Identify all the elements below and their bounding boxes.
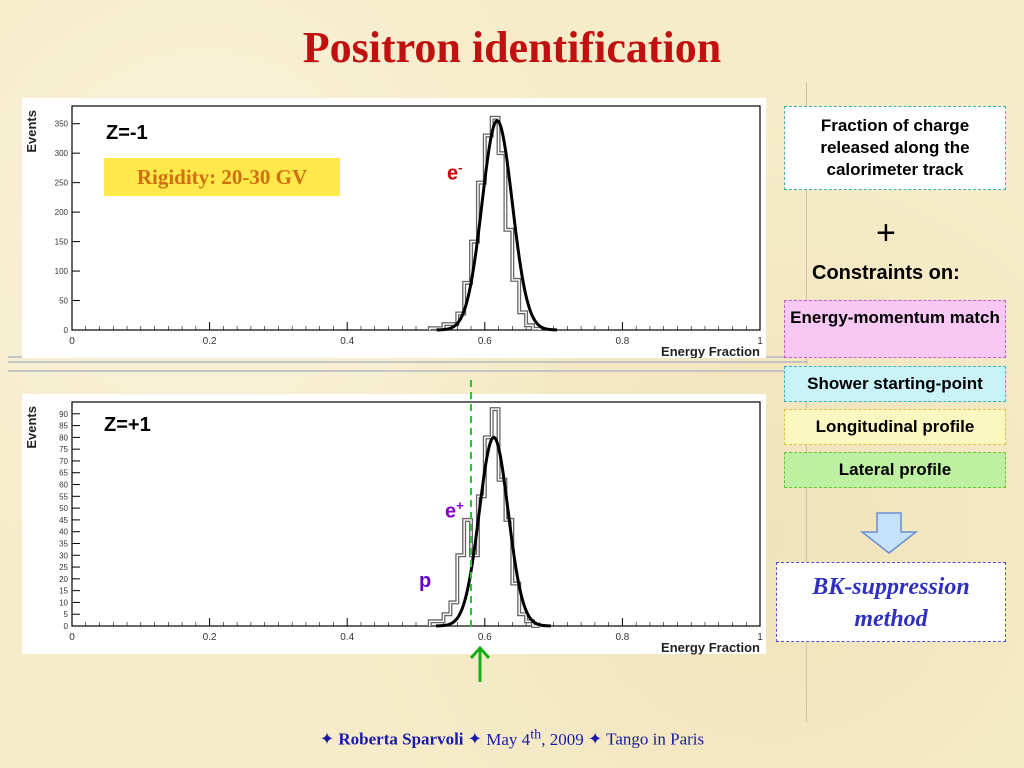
footer: ✦ Roberta Sparvoli ✦ May 4th, 2009 ✦ Tan… [0, 726, 1024, 750]
y-tick-label: 25 [59, 563, 68, 572]
x-tick-label: 0.6 [478, 336, 492, 347]
slide-title: Positron identification [302, 23, 722, 72]
y-tick-label: 5 [64, 610, 69, 619]
gaussian-fit-line [436, 119, 558, 332]
y-tick-label: 65 [59, 469, 68, 478]
y-tick-label: 70 [59, 457, 68, 466]
positron-histogram-svg: 0 0.2 0.4 0.6 0.8 105101520253035404550556065… [24, 380, 763, 655]
criterion-energy-momentum: Energy-momentum match [784, 300, 1006, 358]
y-tick-label: 50 [59, 297, 68, 306]
y-axis-label: Events [24, 110, 39, 153]
plot-frame [71, 401, 761, 627]
x-tick-label: 0.8 [615, 632, 629, 643]
criterion-longitudinal: Longitudinal profile [784, 409, 1006, 445]
y-tick-label: 150 [55, 238, 69, 247]
x-tick-label: 0 [69, 632, 75, 643]
gaussian-fit-line [435, 435, 551, 628]
separator-line [8, 370, 808, 372]
y-tick-label: 300 [55, 149, 69, 158]
panel-label-negative: Z=-1 [106, 122, 148, 144]
electron-histogram: 0 0.2 0.4 0.6 0.8 1 0 50 100 150 200 250 300 350 Energ… [22, 98, 766, 358]
down-arrow-icon [859, 512, 919, 554]
vertical-divider [806, 82, 807, 722]
x-tick-label: 1 [757, 632, 763, 643]
star-icon: ✦ [319, 729, 335, 749]
x-tick-label: 0.6 [478, 632, 492, 643]
method-box: BK-suppression method [776, 562, 1006, 642]
x-tick-label: 0.2 [203, 336, 217, 347]
star-icon: ✦ [467, 729, 483, 749]
constraints-heading: Constraints on: [812, 262, 960, 284]
charge-fraction-box: Fraction of charge released along the ca… [784, 106, 1006, 190]
y-tick-label: 0 [64, 622, 69, 631]
electron-histogram-svg: 0 0.2 0.4 0.6 0.8 1 0 50 100 150 200 250 300 350 Energ… [24, 105, 763, 358]
y-tick-label: 50 [59, 504, 68, 513]
y-tick-label: 35 [59, 539, 68, 548]
criterion-shower-start: Shower starting-point [784, 366, 1006, 402]
rigidity-label: Rigidity: 20-30 GV [104, 158, 340, 196]
histogram-step [429, 117, 541, 330]
y-tick-label: 30 [59, 551, 68, 560]
histogram-step [429, 408, 540, 627]
x-tick-label: 0.4 [340, 632, 354, 643]
separator-line [8, 361, 808, 363]
x-axis-label: Energy Fraction [661, 640, 760, 655]
y-tick-label: 45 [59, 516, 68, 525]
x-axis-label: Energy Fraction [661, 344, 760, 358]
y-tick-label: 0 [64, 326, 69, 335]
x-tick-label: 0.2 [203, 632, 217, 643]
y-axis-label: Events [24, 406, 39, 449]
x-tick-label: 0.8 [615, 336, 629, 347]
positron-histogram: 0 0.2 0.4 0.6 0.8 1 0 5 10 15 20 25 30 35 40 45 50 55 60 65… [22, 380, 766, 655]
y-tick-label: 55 [59, 492, 68, 501]
x-tick-label: 0 [69, 336, 75, 347]
x-tick-label: 0.4 [340, 336, 354, 347]
footer-date: May 4th, 2009 [486, 726, 584, 749]
positron-label: e+ [445, 498, 464, 523]
y-tick-label: 250 [55, 179, 69, 188]
panel-label-positive: Z=+1 [104, 414, 151, 436]
cut-arrow-icon [468, 644, 492, 684]
y-tick-label: 75 [59, 445, 68, 454]
y-tick-label: 80 [59, 433, 68, 442]
plus-sign: + [876, 214, 896, 252]
criterion-lateral: Lateral profile [784, 452, 1006, 488]
x-tick-label: 1 [757, 336, 763, 347]
y-tick-label: 20 [59, 575, 68, 584]
star-icon: ✦ [587, 729, 603, 749]
y-tick-label: 350 [55, 120, 69, 129]
y-tick-label: 200 [55, 208, 69, 217]
y-tick-label: 90 [59, 410, 68, 419]
y-tick-label: 40 [59, 528, 68, 537]
y-tick-label: 60 [59, 481, 68, 490]
proton-label: p [419, 570, 432, 592]
footer-event: Tango in Paris [606, 729, 705, 749]
y-tick-label: 85 [59, 422, 68, 431]
plot-frame [71, 105, 761, 331]
y-tick-label: 15 [59, 587, 68, 596]
y-tick-label: 10 [59, 598, 68, 607]
y-tick-label: 100 [55, 267, 69, 276]
electron-label: e- [447, 160, 463, 185]
footer-author: Roberta Sparvoli [338, 729, 464, 749]
